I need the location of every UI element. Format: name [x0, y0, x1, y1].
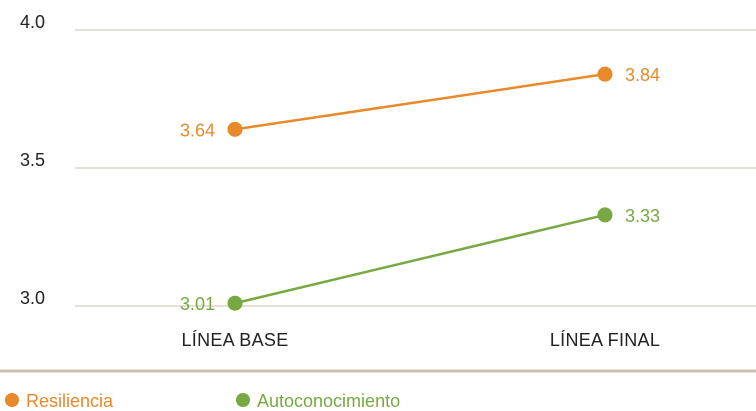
data-label: 3.33 — [625, 206, 660, 226]
data-point — [597, 207, 613, 223]
legend-label: Resiliencia — [26, 391, 114, 411]
x-axis-categories: LÍNEA BASE LÍNEA FINAL — [181, 330, 660, 350]
series-line — [234, 213, 606, 305]
legend-label: Autoconocimiento — [257, 391, 400, 411]
legend-marker — [236, 393, 250, 407]
data-point — [227, 121, 243, 137]
data-point — [597, 66, 613, 82]
series-group: 3.64 3.84 3.01 3.33 — [180, 65, 660, 314]
data-label: 3.64 — [180, 120, 215, 140]
y-axis-ticks: 3.0 3.5 4.0 — [20, 12, 45, 308]
series-line — [234, 72, 606, 131]
data-label: 3.01 — [180, 294, 215, 314]
x-category-label: LÍNEA BASE — [181, 330, 288, 350]
y-tick-label: 4.0 — [20, 12, 45, 32]
grid-lines — [75, 29, 756, 307]
y-tick-label: 3.5 — [20, 150, 45, 170]
data-point — [227, 295, 243, 311]
legend-marker — [5, 393, 19, 407]
x-category-label: LÍNEA FINAL — [550, 330, 660, 350]
data-label: 3.84 — [625, 65, 660, 85]
legend: Resiliencia Autoconocimiento — [5, 391, 400, 411]
y-tick-label: 3.0 — [20, 288, 45, 308]
